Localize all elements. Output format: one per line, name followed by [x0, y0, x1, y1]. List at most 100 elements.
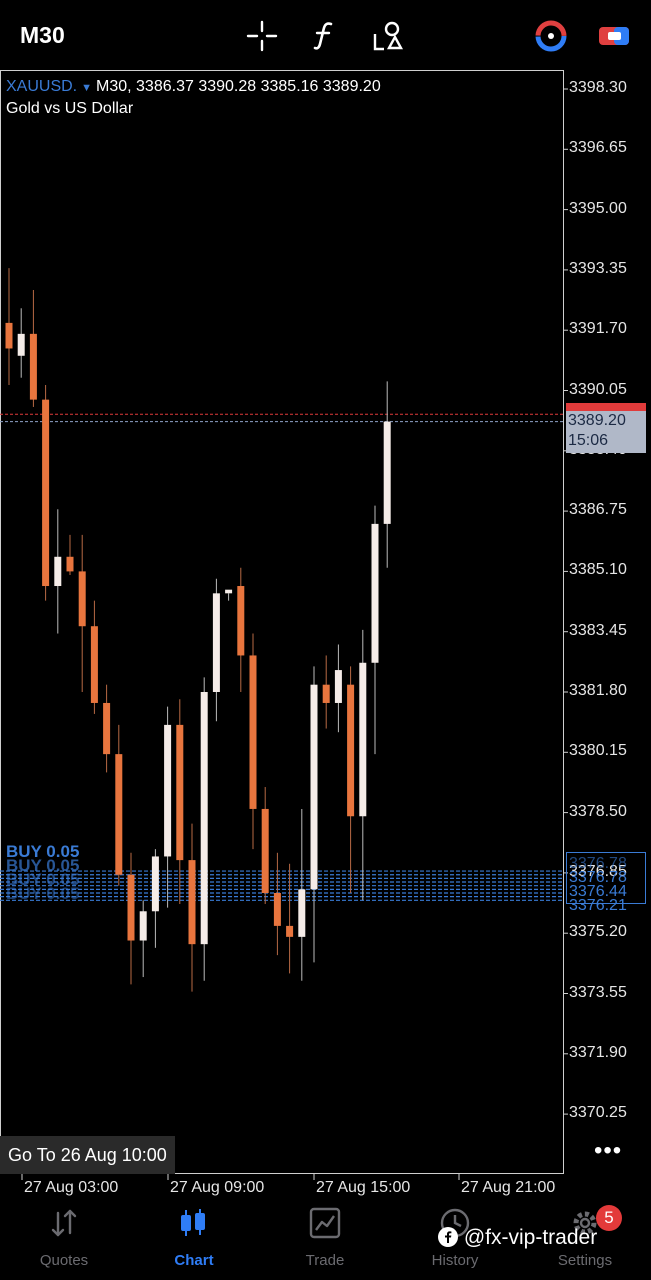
crosshair-icon[interactable] — [244, 18, 280, 54]
candle — [383, 381, 391, 568]
candle — [42, 385, 50, 601]
tab-chart[interactable]: Chart — [139, 1205, 249, 1269]
more-options-icon[interactable]: ••• — [594, 1137, 623, 1164]
price-tick-label: 3396.65 — [569, 139, 627, 157]
quotes-arrows-icon — [51, 1209, 77, 1237]
candle — [334, 644, 342, 733]
order-label: BUY 0.05 BUY 0.05 BUY 0.05 BUY 0.05 — [6, 842, 80, 903]
price-tick-label: 3375.20 — [569, 923, 627, 941]
candle — [273, 852, 281, 956]
order-label-text: BUY 0.05 — [6, 842, 80, 861]
price-tick-label: 3386.75 — [569, 501, 627, 519]
facebook-logo-icon — [438, 1227, 458, 1247]
price-tick-label: 3390.05 — [569, 380, 627, 398]
candle — [54, 509, 62, 634]
tab-settings[interactable]: Settings — [530, 1205, 640, 1269]
candle — [310, 666, 318, 963]
order-label-text: BUY 0.05 — [6, 856, 80, 875]
price-tick-label: 3383.45 — [569, 621, 627, 639]
candle — [66, 534, 74, 576]
candle — [127, 852, 135, 985]
order-price-tag[interactable]: 3376.78 3376.78 3376.44 3376.21 — [566, 852, 646, 914]
time-tick-label: 27 Aug 03:00 — [24, 1179, 119, 1196]
order-price: 3376.21 — [569, 897, 627, 914]
candle — [237, 567, 245, 692]
time-tick-label: 27 Aug 21:00 — [461, 1179, 556, 1196]
order-label-text: BUY 0.05 — [6, 870, 80, 889]
time-tick-label: 27 Aug 15:00 — [316, 1179, 411, 1196]
price-tick-label: 3380.15 — [569, 742, 627, 760]
candlestick-chart-icon — [181, 1209, 205, 1236]
candle — [115, 724, 123, 886]
price-tick-label: 3373.55 — [569, 983, 627, 1001]
toggle-icon[interactable] — [596, 18, 632, 54]
candle — [29, 290, 37, 407]
candle — [200, 677, 208, 981]
watermark: @fx-vip-trader — [438, 1226, 597, 1250]
price-tick-label: 3398.30 — [569, 79, 627, 96]
candle — [151, 849, 159, 948]
objects-icon[interactable] — [370, 18, 406, 54]
candle — [322, 655, 330, 729]
candle — [90, 600, 98, 714]
order-price: 3376.44 — [569, 883, 627, 900]
function-icon[interactable] — [307, 18, 343, 54]
symbol-dropdown-arrow-icon[interactable]: ▼ — [81, 82, 93, 94]
candle — [78, 534, 86, 692]
bid-price: 3389.20 — [568, 412, 626, 429]
candle — [139, 900, 147, 978]
price-tick-label: 3381.80 — [569, 682, 627, 699]
price-tick-label: 3393.35 — [569, 259, 627, 277]
candle — [212, 578, 220, 722]
watermark-text: @fx-vip-trader — [463, 1226, 598, 1249]
tab-label: Chart — [174, 1252, 214, 1269]
notification-badge: 5 — [596, 1205, 622, 1231]
candle — [103, 684, 111, 773]
candle — [17, 308, 25, 378]
goto-button[interactable]: Go To 26 Aug 10:00 — [0, 1136, 175, 1174]
chart-area[interactable] — [0, 70, 564, 1174]
candle — [176, 699, 184, 904]
candle — [249, 633, 257, 850]
order-price: 3376.78 — [569, 869, 627, 886]
ohlc-values: M30, 3386.37 3390.28 3385.16 3389.20 — [96, 78, 381, 95]
one-click-trade-icon[interactable] — [533, 18, 569, 54]
tab-quotes[interactable]: Quotes — [9, 1205, 119, 1269]
candle — [5, 268, 13, 386]
candle — [164, 706, 172, 908]
tab-label: Quotes — [39, 1252, 89, 1269]
symbol-header: XAUUSD. ▼ M30, 3386.37 3390.28 3385.16 338… — [6, 78, 381, 96]
tab-trade[interactable]: Trade — [270, 1205, 380, 1269]
tab-history[interactable]: History — [400, 1205, 510, 1269]
price-tick-label: 3385.10 — [569, 561, 627, 579]
candle — [286, 863, 294, 974]
candle — [261, 787, 269, 904]
order-label-text: BUY 0.05 — [6, 884, 80, 903]
price-tick-label: 3378.50 — [569, 802, 627, 820]
bar-countdown: 15:06 — [568, 432, 609, 449]
price-tick-label: 3376.85 — [569, 862, 627, 880]
candle — [225, 589, 233, 601]
candle — [359, 629, 367, 901]
tab-label: History — [431, 1252, 479, 1269]
timeframe-button[interactable]: M30 — [20, 22, 65, 48]
tab-label: Trade — [305, 1252, 345, 1269]
price-tick-label: 3395.00 — [569, 199, 627, 217]
price-tick-label: 3370.25 — [569, 1104, 627, 1122]
candle — [371, 505, 379, 755]
symbol-name[interactable]: XAUUSD. — [6, 78, 78, 95]
tab-label: Settings — [557, 1252, 613, 1269]
trade-line-icon — [309, 1207, 341, 1239]
candle — [298, 808, 306, 981]
candle — [188, 823, 196, 992]
top-toolbar: M30 — [0, 0, 651, 72]
price-tick-label: 3391.70 — [569, 320, 627, 338]
settings-gear-icon — [573, 1211, 597, 1235]
bottom-tab-bar: Quotes Chart Trade History Settings — [0, 1205, 651, 1280]
bid-price-tag: 3389.20 15:06 — [566, 411, 646, 453]
price-tick-label: 3371.90 — [569, 1043, 627, 1061]
time-tick-label: 27 Aug 09:00 — [170, 1179, 265, 1196]
symbol-description: Gold vs US Dollar — [6, 100, 134, 117]
order-price: 3376.78 — [569, 855, 627, 872]
